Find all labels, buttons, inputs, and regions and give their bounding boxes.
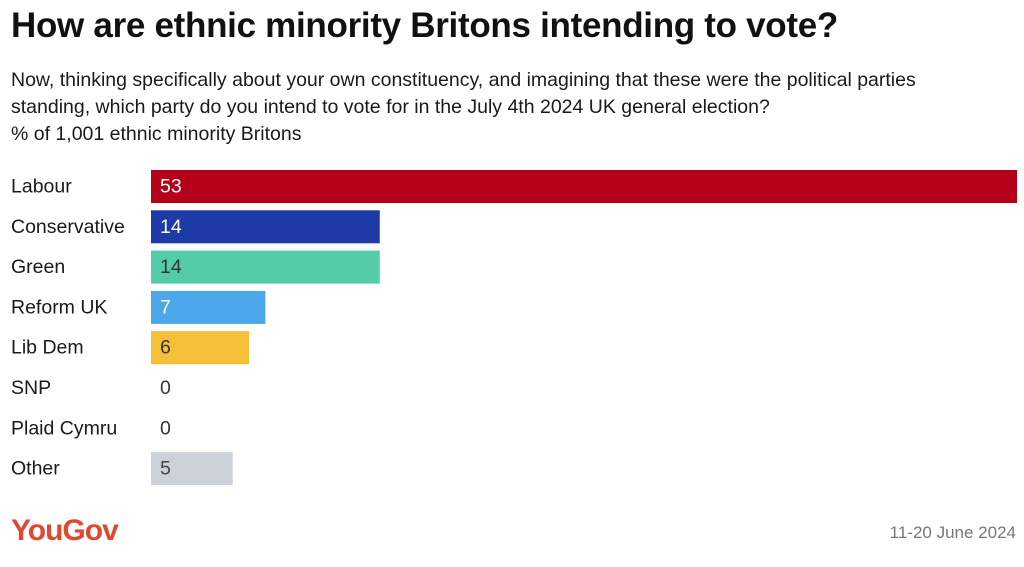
bar <box>151 250 380 284</box>
data-label: 0 <box>160 417 171 439</box>
data-label: 14 <box>160 216 182 238</box>
data-label: 7 <box>160 296 171 318</box>
bar-chart: Labour 53 Conservative 14 Green 14 Reform UK 7 L… <box>11 170 1017 486</box>
category-label: Labour <box>11 176 72 198</box>
data-label: 0 <box>160 377 171 399</box>
bar <box>151 452 233 486</box>
question-line-1: Now, thinking specifically about your ow… <box>11 69 916 91</box>
category-label: Other <box>11 458 60 480</box>
bar <box>151 331 250 365</box>
data-label: 5 <box>160 458 171 480</box>
data-label: 14 <box>160 256 182 278</box>
sample-base: % of 1,001 ethnic minority Britons <box>11 123 302 145</box>
category-label: Lib Dem <box>11 337 84 359</box>
chart-subtitle: Now, thinking specifically about your ow… <box>11 67 1016 148</box>
category-label: Green <box>11 256 65 278</box>
category-label: Conservative <box>11 216 125 238</box>
bar <box>151 210 380 244</box>
data-label: 53 <box>160 176 182 198</box>
category-label: Reform UK <box>11 296 107 318</box>
chart-title: How are ethnic minority Britons intendin… <box>11 6 838 45</box>
bar <box>151 170 1017 203</box>
yougov-logo: YouGov <box>11 514 119 547</box>
category-label: SNP <box>11 377 51 399</box>
data-label: 6 <box>160 337 171 359</box>
category-label: Plaid Cymru <box>11 417 117 439</box>
question-line-2: standing, which party do you intend to v… <box>11 96 770 118</box>
fieldwork-date: 11-20 June 2024 <box>889 523 1016 542</box>
bar <box>151 290 266 324</box>
